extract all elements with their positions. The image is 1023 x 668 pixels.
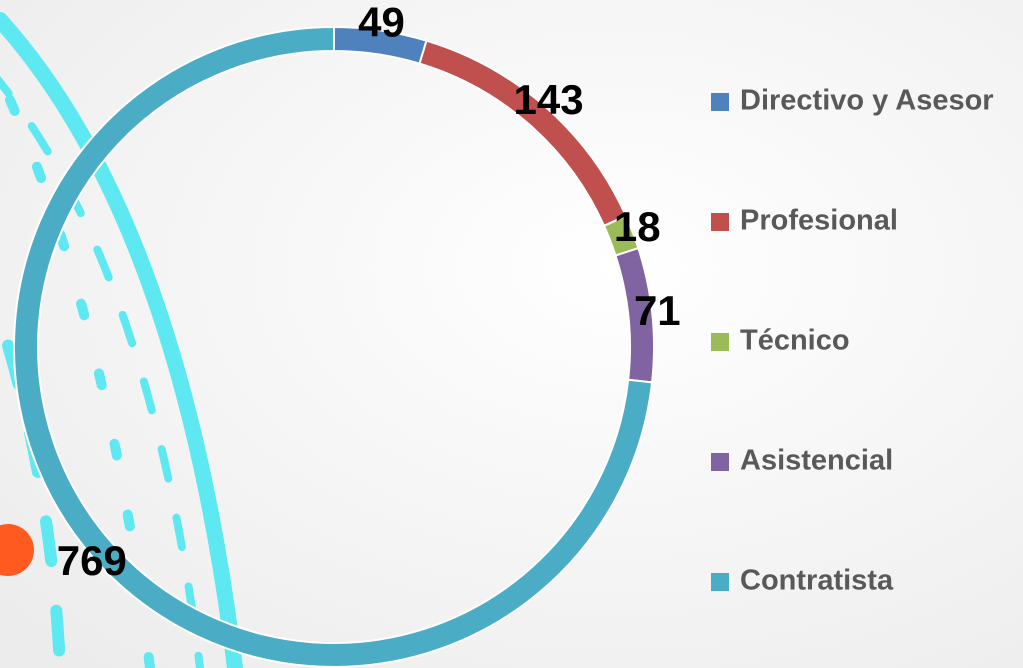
legend-label: Asistencial	[740, 445, 893, 477]
data-label: 49	[358, 0, 405, 46]
data-label: 71	[634, 287, 681, 334]
data-label: 18	[614, 203, 661, 250]
legend-label: Técnico	[740, 325, 850, 357]
legend-label: Directivo y Asesor	[740, 85, 994, 117]
legend-label: Contratista	[740, 565, 894, 597]
data-label: 769	[57, 537, 127, 584]
legend-swatch	[711, 213, 729, 231]
data-label: 143	[514, 76, 584, 123]
page: {"chart_data": {"type": "donut", "catego…	[0, 0, 1023, 668]
legend-label: Profesional	[740, 205, 898, 237]
legend-swatch	[711, 93, 729, 111]
legend-swatch	[711, 333, 729, 351]
legend-swatch	[711, 573, 729, 591]
legend-swatch	[711, 453, 729, 471]
chart: 49 143 18 71 769 Directivo y Asesor Profesion…	[0, 0, 1023, 668]
